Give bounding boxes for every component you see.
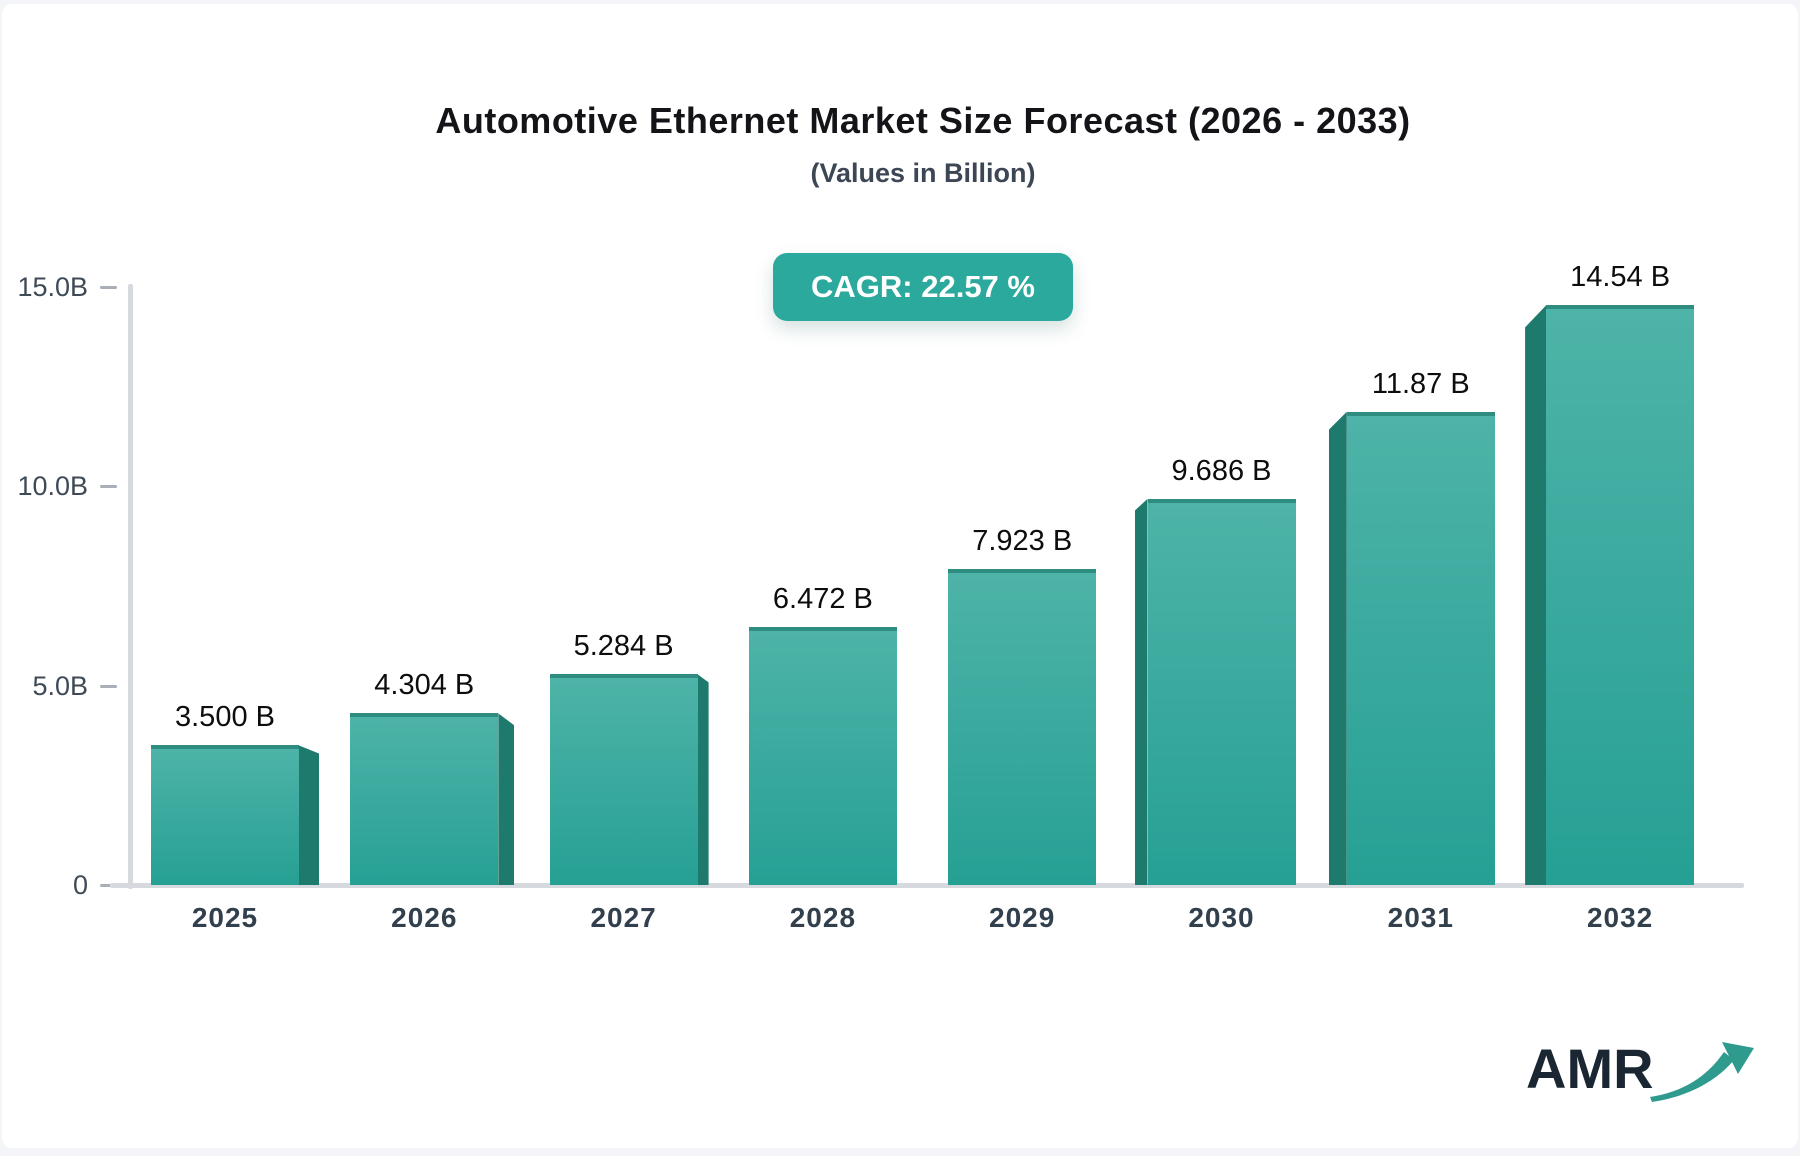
x-axis-label: 2032 xyxy=(1586,902,1654,933)
bar xyxy=(1346,411,1495,885)
bar-chart-plot-area: 15.0B 10.0B 5.0B 0 3.500 B 2025 4.304 B 2026 5.2… xyxy=(2,4,1798,1148)
y-axis-tick-mark xyxy=(100,485,117,489)
chart-card: Automotive Ethernet Market Size Forecast… xyxy=(2,4,1798,1148)
bar xyxy=(350,713,499,885)
bar-3d-side xyxy=(697,674,709,885)
y-axis-tick-mark xyxy=(100,285,117,289)
x-axis-label: 2031 xyxy=(1387,902,1454,933)
y-axis-tick-label: 15.0B xyxy=(17,271,88,302)
x-axis-label: 2030 xyxy=(1188,902,1255,933)
bar xyxy=(748,626,897,885)
y-axis-tick-mark xyxy=(100,884,117,887)
y-axis-tick-mark xyxy=(100,684,117,688)
bar-3d-side xyxy=(1328,411,1347,885)
amr-logo: AMR xyxy=(1526,1038,1758,1106)
cagr-badge: CAGR: 22.57 % xyxy=(773,253,1073,321)
x-axis-label: 2026 xyxy=(391,902,458,933)
bar-value-label: 5.284 B xyxy=(573,630,674,663)
growth-arrow-icon xyxy=(1649,1042,1754,1102)
bar-value-label: 11.87 B xyxy=(1371,367,1470,400)
x-axis-label: 2028 xyxy=(789,902,857,933)
bar xyxy=(948,569,1097,885)
bar xyxy=(1546,305,1695,885)
bar xyxy=(151,745,299,885)
bar-3d-side xyxy=(1134,498,1148,885)
bar xyxy=(1147,498,1296,885)
y-axis-tick-label: 5.0B xyxy=(32,670,88,701)
amr-logo-text: AMR xyxy=(1526,1037,1654,1100)
bar xyxy=(549,674,698,885)
bar-value-label: 4.304 B xyxy=(374,669,475,702)
chart-subtitle: (Values in Billion) xyxy=(810,158,1036,188)
x-axis-label: 2025 xyxy=(191,902,259,933)
bar-value-label: 3.500 B xyxy=(175,701,275,734)
bar-value-label: 9.686 B xyxy=(1171,454,1272,487)
y-axis-tick-label: 0 xyxy=(72,870,88,900)
bar-3d-side xyxy=(299,745,319,885)
bar-value-label: 14.54 B xyxy=(1570,261,1671,294)
bar-value-label: 6.472 B xyxy=(772,582,873,615)
x-axis-label: 2027 xyxy=(590,902,657,933)
bar-3d-side xyxy=(1525,305,1547,885)
y-axis-tick-label: 10.0B xyxy=(17,471,88,502)
x-axis-label: 2029 xyxy=(989,902,1056,933)
bar-value-label: 7.923 B xyxy=(972,525,1073,558)
chart-title: Automotive Ethernet Market Size Forecast… xyxy=(435,100,1411,141)
y-axis-line xyxy=(128,284,133,889)
bar-3d-side xyxy=(498,713,515,885)
x-axis-line xyxy=(110,883,1744,888)
